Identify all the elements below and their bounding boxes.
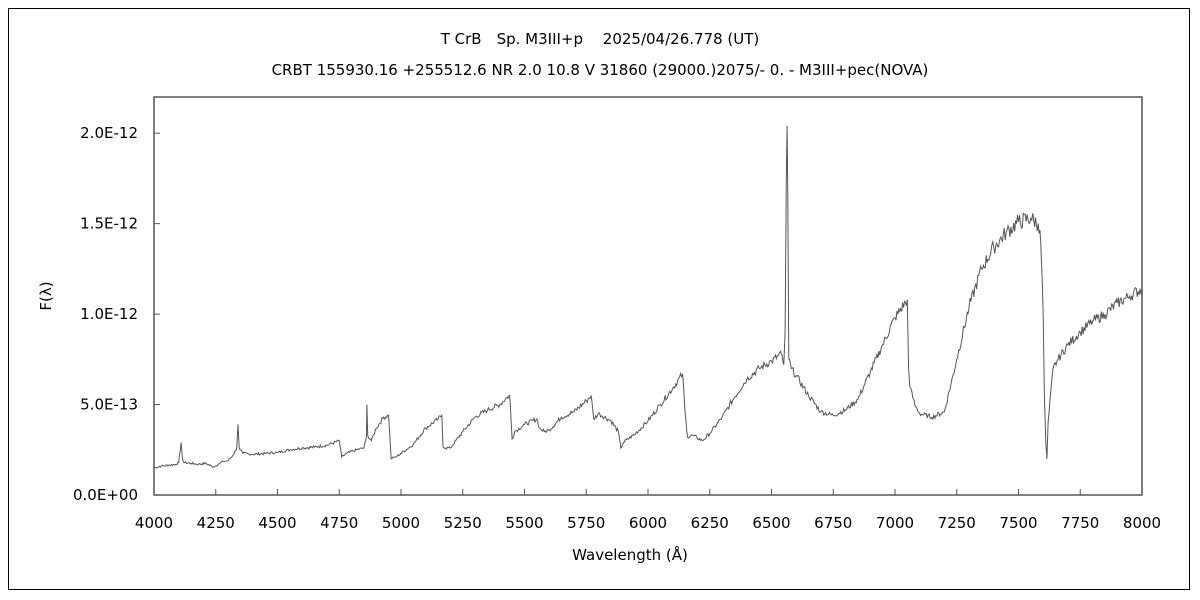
y-tick-label: 0.0E+00 xyxy=(73,486,138,504)
x-tick-label: 7250 xyxy=(938,514,976,532)
x-tick-label: 4000 xyxy=(135,514,173,532)
x-tick-label: 6000 xyxy=(629,514,667,532)
chart-subtitle: CRBT 155930.16 +255512.6 NR 2.0 10.8 V 3… xyxy=(272,61,929,79)
x-tick-label: 5500 xyxy=(505,514,543,532)
x-tick-label: 4500 xyxy=(258,514,296,532)
x-tick-label: 6250 xyxy=(691,514,729,532)
chart-title: T CrB Sp. M3III+p 2025/04/26.778 (UT) xyxy=(440,30,760,48)
x-axis: 4000 4250 4500 4750 5000 5250 5500 5750 6000 6250… xyxy=(135,489,1161,532)
y-axis: 0.0E+00 5.0E-13 1.0E-12 1.5E-12 2.0E-12 xyxy=(73,124,160,504)
y-tick-label: 2.0E-12 xyxy=(80,124,138,142)
y-tick-label: 5.0E-13 xyxy=(80,396,138,414)
y-tick-label: 1.5E-12 xyxy=(80,215,138,233)
x-tick-label: 8000 xyxy=(1123,514,1161,532)
x-tick-label: 6750 xyxy=(814,514,852,532)
plot-area xyxy=(153,96,1143,496)
x-tick-label: 4750 xyxy=(320,514,358,532)
x-tick-label: 5750 xyxy=(567,514,605,532)
x-tick-label: 5000 xyxy=(382,514,420,532)
x-tick-label: 4250 xyxy=(197,514,235,532)
x-tick-label: 7500 xyxy=(999,514,1037,532)
y-axis-label: F(λ) xyxy=(37,281,55,310)
y-tick-label: 1.0E-12 xyxy=(80,305,138,323)
x-tick-label: 5250 xyxy=(444,514,482,532)
x-tick-label: 7750 xyxy=(1061,514,1099,532)
x-tick-label: 6500 xyxy=(752,514,790,532)
x-axis-label: Wavelength (Å) xyxy=(572,545,688,564)
spectrum-line xyxy=(153,125,1143,469)
x-tick-label: 7000 xyxy=(876,514,914,532)
